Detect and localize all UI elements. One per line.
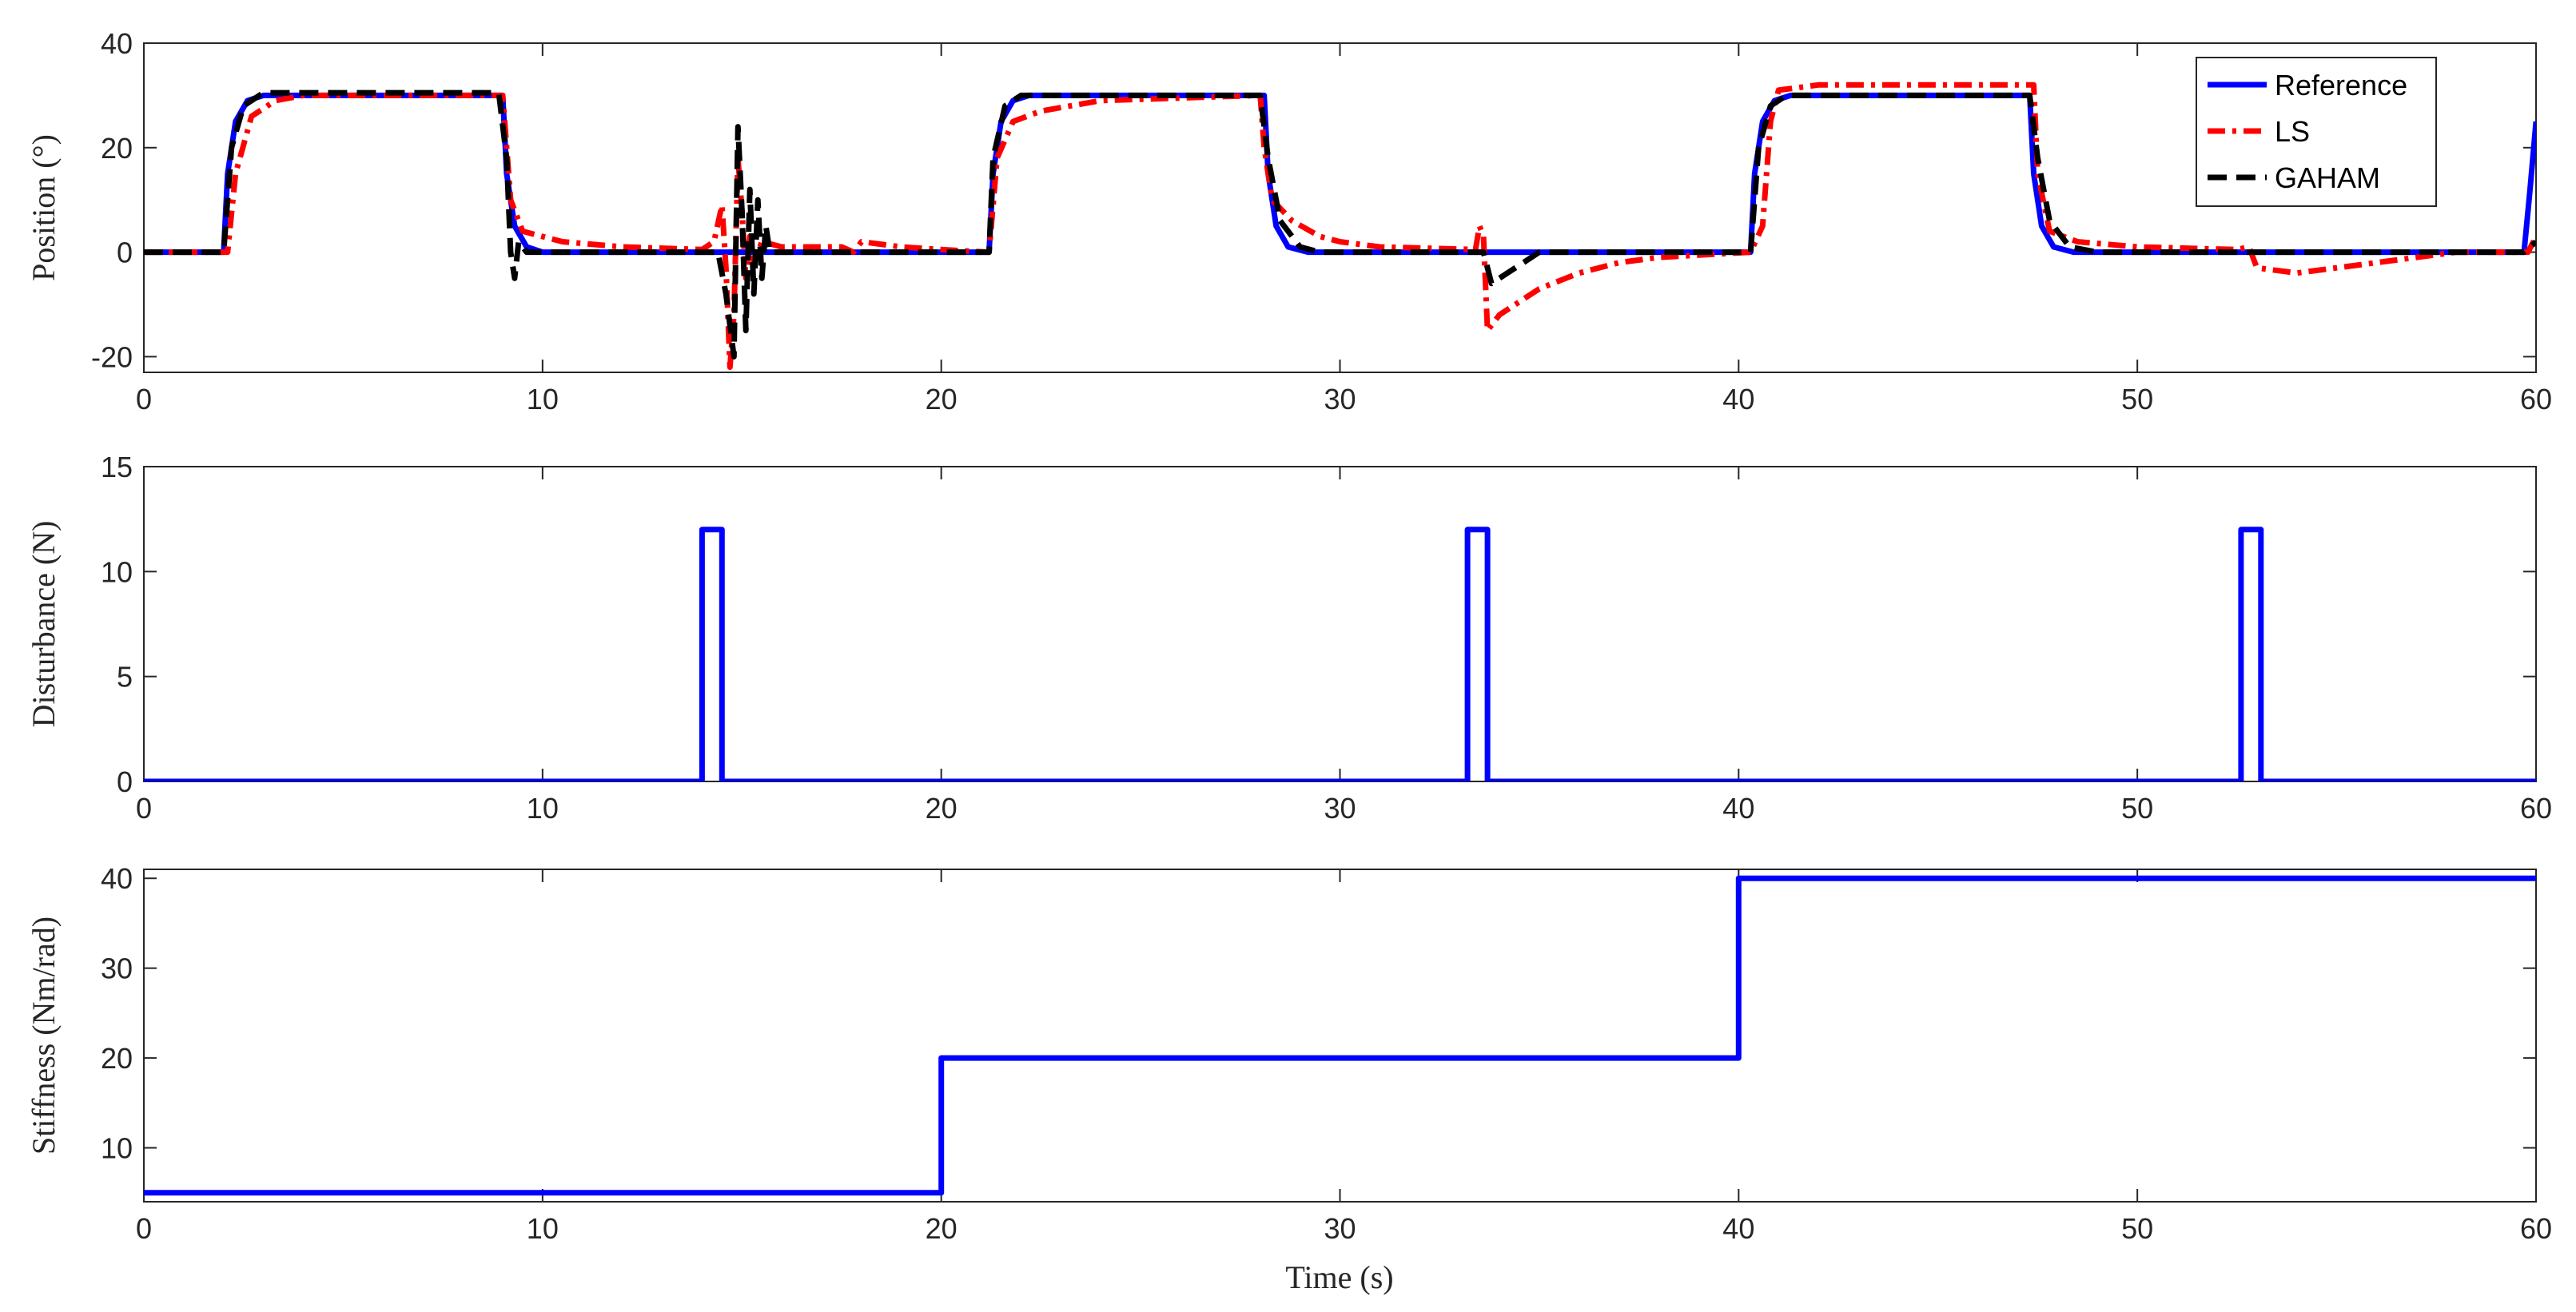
disturbance-x-tick-label: 10: [527, 792, 559, 825]
disturbance-y-tick-label: 5: [117, 661, 133, 694]
disturbance-y-tick-label: 15: [101, 451, 133, 483]
disturbance-x-ticks: 0 10 20 30 40 50 60: [136, 467, 2552, 825]
position-x-tick-label: 40: [1722, 383, 1754, 415]
stiffness-y-label: Stiffness (Nm/rad): [26, 916, 62, 1155]
position-y-tick-label: 40: [101, 27, 133, 60]
disturbance-y-tick-label: 0: [117, 765, 133, 798]
stiffness-x-tick-label: 30: [1324, 1212, 1356, 1245]
disturbance-x-tick-label: 0: [136, 792, 152, 825]
position-x-tick-label: 30: [1324, 383, 1356, 415]
position-y-tick-label: 0: [117, 237, 133, 269]
stiffness-x-tick-label: 0: [136, 1212, 152, 1245]
position-series-gaham: [144, 89, 2536, 360]
legend: Reference LS GAHAM: [2196, 57, 2437, 207]
position-y-label: Position (°): [26, 134, 62, 281]
stiffness-x-tick-label: 20: [926, 1212, 958, 1245]
disturbance-x-tick-label: 50: [2121, 792, 2153, 825]
disturbance-x-tick-label: 30: [1324, 792, 1356, 825]
disturbance-series: [144, 527, 2536, 781]
position-x-tick-label: 10: [527, 383, 559, 415]
position-y-ticks: -20 0 20 40: [91, 27, 2536, 373]
position-x-tick-label: 20: [926, 383, 958, 415]
position-x-ticks: 0 10 20 30 40 50 60: [136, 43, 2552, 415]
position-series-reference: [144, 92, 2536, 256]
disturbance-x-tick-label: 60: [2520, 792, 2552, 825]
position-x-tick-label: 0: [136, 383, 152, 415]
disturbance-y-label: Disturbance (N): [26, 521, 62, 728]
disturbance-panel: 0 5 10 15 0 10 20 30 40 50 60 Disturbance (N): [26, 451, 2552, 825]
position-y-tick-label: 20: [101, 132, 133, 165]
stiffness-panel: 10 20 30 40 0 10 20 30 40 50 60 Stiffness (Nm/rad…: [26, 862, 2552, 1295]
stiffness-plot-area: [143, 869, 2537, 1203]
position-series: [144, 82, 2536, 370]
legend-label-ls: LS: [2275, 115, 2310, 148]
stiffness-y-tick-label: 20: [101, 1042, 133, 1075]
stiffness-y-tick-label: 30: [101, 952, 133, 985]
stiffness-x-tick-label: 10: [527, 1212, 559, 1245]
stiffness-x-tick-label: 60: [2520, 1212, 2552, 1245]
position-plot-area: [143, 42, 2537, 373]
position-x-tick-label: 60: [2520, 383, 2552, 415]
disturbance-series-line-0: [144, 527, 2536, 781]
disturbance-x-tick-label: 40: [1722, 792, 1754, 825]
legend-label-gaham: GAHAM: [2275, 161, 2380, 194]
stiffness-y-tick-label: 10: [101, 1132, 133, 1165]
stiffness-y-tick-label: 40: [101, 862, 133, 895]
x-axis-label: Time (s): [1285, 1259, 1393, 1295]
stiffness-x-tick-label: 40: [1722, 1212, 1754, 1245]
stiffness-y-ticks: 10 20 30 40: [101, 862, 2536, 1165]
position-y-tick-label: -20: [91, 340, 133, 373]
position-x-tick-label: 50: [2121, 383, 2153, 415]
disturbance-plot-area: [143, 466, 2537, 782]
legend-label-reference: Reference: [2275, 69, 2407, 101]
stiffness-series-line-0: [144, 875, 2536, 1196]
stiffness-x-tick-label: 50: [2121, 1212, 2153, 1245]
stiffness-series: [144, 875, 2536, 1196]
disturbance-x-tick-label: 20: [926, 792, 958, 825]
disturbance-y-ticks: 0 5 10 15: [101, 451, 2536, 798]
disturbance-y-tick-label: 10: [101, 555, 133, 588]
